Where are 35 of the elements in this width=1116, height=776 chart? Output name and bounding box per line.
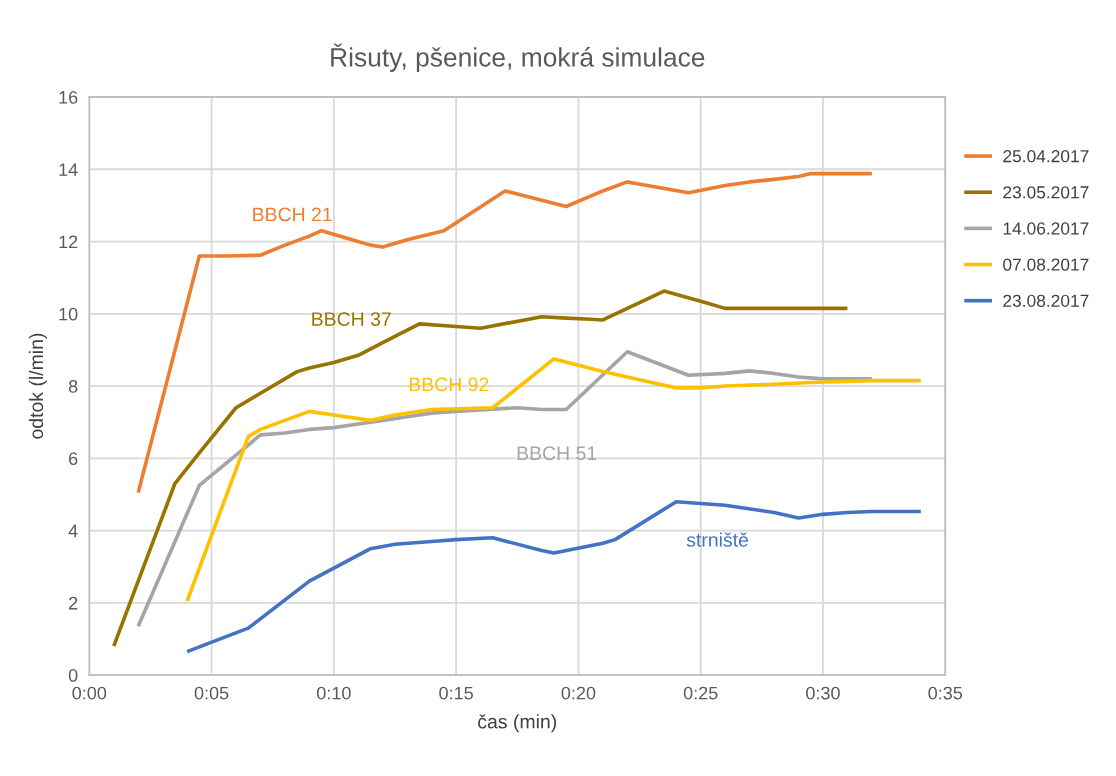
y-tick-label: 8 — [68, 379, 78, 393]
y-tick-label: 0 — [68, 669, 78, 682]
line-series — [111, 289, 850, 649]
x-tick-label: 0:10 — [316, 686, 351, 700]
chart-title: Řisuty, pšenice, mokrá simulace — [331, 43, 705, 72]
y-tick-label: 16 — [59, 90, 78, 104]
annotation: BBCH 92 — [409, 377, 489, 392]
legend-label: 23.05.2017 — [1003, 186, 1089, 199]
y-tick-label: 14 — [59, 163, 78, 176]
x-tick-label: 0:15 — [439, 686, 473, 700]
y-tick-label: 10 — [59, 307, 78, 321]
line-series — [136, 171, 874, 495]
x-axis-title: čas (min) — [478, 714, 557, 733]
y-axis-title: odtok (l/min) — [28, 333, 47, 439]
line-series — [185, 499, 923, 654]
x-tick-label: 0:05 — [194, 686, 229, 700]
y-tick-label: 6 — [69, 452, 78, 466]
legend-label: 23.08.2017 — [1003, 294, 1089, 307]
x-tick-label: 0:20 — [561, 686, 596, 700]
y-tick-label: 4 — [68, 524, 78, 538]
legend-label: 25.04.2017 — [1003, 150, 1089, 163]
x-tick-label: 0:35 — [928, 686, 963, 700]
line-series — [185, 357, 923, 603]
annotation: BBCH 51 — [517, 446, 597, 461]
legend-label: 07.08.2017 — [1003, 258, 1089, 271]
x-tick-label: 0:00 — [72, 686, 107, 700]
annotation: BBCH 21 — [253, 207, 332, 222]
annotation: strniště — [686, 532, 749, 547]
line-series — [136, 349, 874, 629]
x-tick-label: 0:30 — [806, 686, 840, 700]
y-tick-label: 2 — [69, 596, 78, 610]
annotation: BBCH 37 — [312, 312, 391, 326]
y-tick-label: 12 — [59, 235, 78, 249]
x-tick-label: 0:25 — [683, 686, 718, 700]
legend-label: 14.06.2017 — [1003, 222, 1089, 235]
